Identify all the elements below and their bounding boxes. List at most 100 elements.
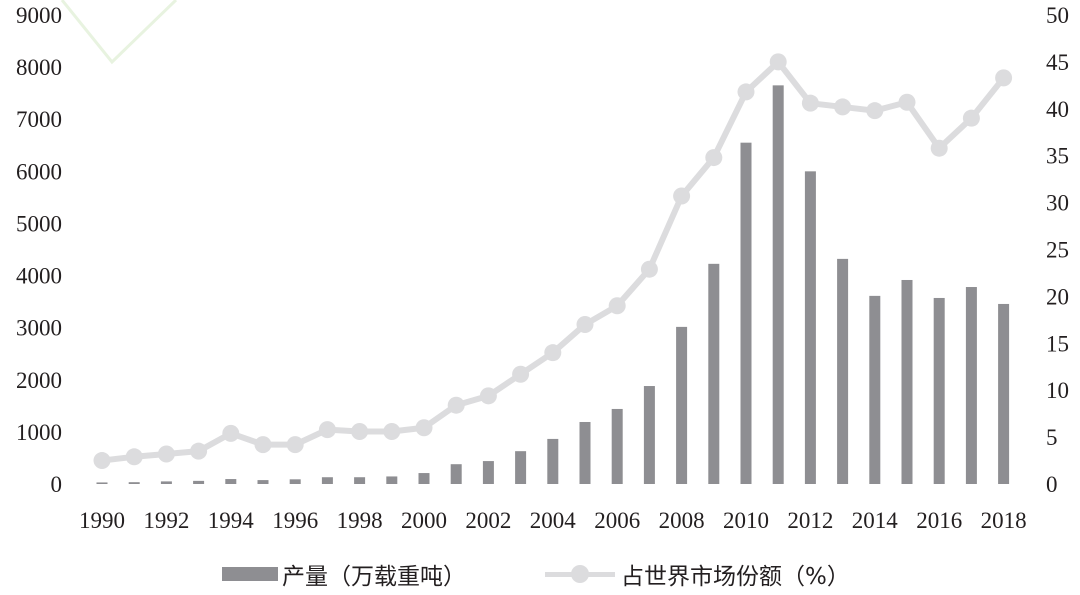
bar-2018	[998, 303, 1010, 484]
line-marker-swatch-icon	[545, 564, 615, 584]
bar-2001	[450, 464, 462, 484]
x-tick-label: 2004	[530, 508, 577, 533]
point-2017	[962, 109, 980, 127]
legend-label-market-share: 占世界市场份额（%）	[621, 564, 850, 590]
bar-2015	[901, 279, 913, 484]
right-y-tick-label: 35	[1046, 144, 1069, 169]
point-1998	[351, 422, 369, 440]
bar-1990	[96, 482, 108, 484]
right-y-tick-label: 50	[1046, 3, 1069, 28]
left-y-tick-label: 7000	[16, 107, 62, 132]
point-2007	[640, 260, 658, 278]
bar-2006	[611, 408, 623, 484]
x-axis-ticks: 1990 1992 1994 1996 1998 2000 2002 2004 2006 2008…	[79, 508, 1027, 533]
bar-2007	[643, 386, 655, 484]
point-1992	[157, 445, 175, 463]
decorative-check-artifact	[60, 0, 178, 65]
x-tick-label: 2006	[594, 508, 640, 533]
left-y-tick-label: 9000	[16, 3, 62, 28]
bar-1995	[257, 480, 269, 484]
point-2001	[447, 396, 465, 414]
point-2003	[512, 365, 530, 383]
left-y-tick-label: 8000	[16, 55, 62, 80]
x-tick-label: 2016	[916, 508, 962, 533]
x-tick-label: 2002	[465, 508, 511, 533]
legend-item-production: 产量（万载重吨）	[222, 556, 466, 592]
bar-2017	[965, 287, 977, 484]
point-1999	[383, 422, 401, 440]
point-2006	[608, 297, 626, 315]
bar-2010	[740, 142, 752, 484]
point-2013	[834, 98, 852, 116]
legend-item-market-share: 占世界市场份额（%）	[545, 556, 850, 592]
bar-2005	[579, 421, 591, 484]
bar-2008	[676, 326, 688, 484]
bar-2011	[772, 85, 784, 484]
left-y-tick-label: 3000	[16, 316, 62, 341]
bar-2013	[837, 258, 849, 484]
point-2005	[576, 316, 594, 334]
bar-2016	[933, 297, 945, 484]
point-2009	[705, 149, 723, 167]
bar-1998	[354, 477, 366, 484]
point-2000	[415, 419, 433, 437]
market-share-polyline	[101, 58, 1006, 464]
x-tick-label: 2014	[852, 508, 899, 533]
right-y-tick-label: 10	[1046, 378, 1069, 403]
point-1994	[222, 424, 240, 442]
right-y-tick-label: 5	[1046, 425, 1058, 450]
bar-2002	[482, 461, 494, 484]
bar-2014	[869, 295, 881, 484]
left-y-tick-label: 0	[51, 472, 63, 497]
right-y-tick-label: 30	[1046, 191, 1069, 216]
x-tick-label: 1992	[143, 508, 189, 533]
x-tick-label: 1990	[79, 508, 125, 533]
x-tick-label: 2008	[659, 508, 705, 533]
right-y-tick-label: 15	[1046, 331, 1069, 356]
point-1993	[190, 442, 208, 460]
point-1997	[318, 421, 336, 439]
right-y-tick-label: 25	[1046, 238, 1069, 263]
point-2008	[673, 187, 691, 205]
point-1990	[93, 452, 111, 470]
point-2014	[866, 102, 884, 120]
point-1996	[286, 436, 304, 454]
bar-1999	[386, 476, 398, 484]
bar-2004	[547, 438, 559, 484]
point-2018	[995, 69, 1013, 87]
right-y-axis-ticks: 0 5 10 15 20 25 30 35 40 45 50	[1046, 3, 1069, 497]
left-y-axis-ticks: 0 1000 2000 3000 4000 5000 6000 7000 8000 9000	[16, 3, 62, 497]
x-tick-label: 1998	[337, 508, 383, 533]
left-y-tick-label: 4000	[16, 264, 62, 289]
x-tick-label: 2018	[981, 508, 1027, 533]
point-2012	[801, 94, 819, 112]
x-tick-label: 1994	[208, 508, 255, 533]
legend-label-production: 产量（万载重吨）	[282, 564, 466, 590]
left-y-tick-label: 5000	[16, 211, 62, 236]
right-y-tick-label: 20	[1046, 284, 1069, 309]
right-y-tick-label: 45	[1046, 50, 1069, 75]
x-tick-label: 1996	[272, 508, 318, 533]
bar-2012	[804, 171, 816, 485]
point-2010	[737, 83, 755, 101]
right-y-tick-label: 40	[1046, 97, 1069, 122]
point-1991	[125, 448, 143, 466]
bar-2009	[708, 263, 720, 484]
point-2011	[769, 53, 787, 71]
point-1995	[254, 436, 272, 454]
right-y-tick-label: 0	[1046, 472, 1058, 497]
left-y-tick-label: 1000	[16, 420, 62, 445]
bar-2000	[418, 473, 430, 484]
point-2004	[544, 344, 562, 362]
bar-1993	[193, 480, 205, 484]
market-share-line	[93, 53, 1013, 470]
bar-swatch-icon	[222, 567, 278, 581]
bar-2003	[515, 451, 527, 484]
bar-1991	[128, 482, 140, 484]
left-y-tick-label: 2000	[16, 368, 62, 393]
point-2015	[898, 93, 916, 111]
bar-1997	[321, 477, 333, 484]
bar-1994	[225, 479, 237, 484]
bar-1996	[289, 479, 301, 484]
